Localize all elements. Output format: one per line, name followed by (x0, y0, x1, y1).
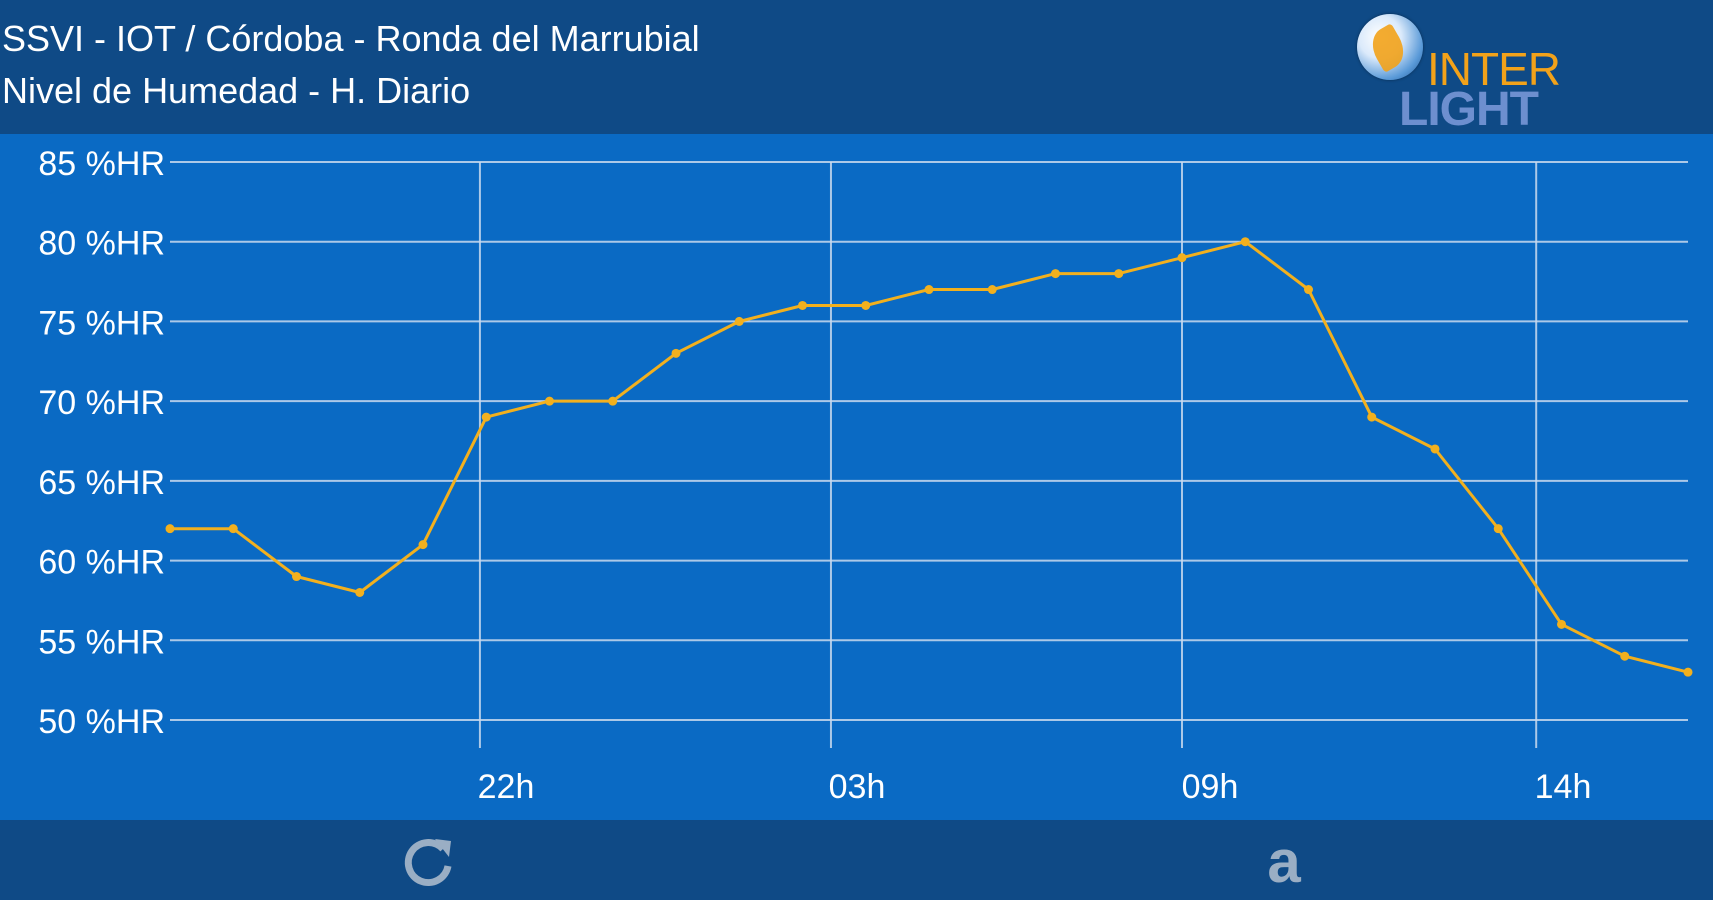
data-point (1304, 285, 1313, 295)
data-point (355, 587, 365, 597)
data-point (1683, 667, 1693, 677)
data-point (671, 348, 681, 358)
data-point (545, 396, 554, 406)
interlight-logo: INTER LIGHT (1355, 10, 1565, 136)
data-point (1557, 619, 1566, 629)
logo-text-inter: INTER (1427, 43, 1561, 95)
data-point (292, 572, 301, 582)
data-point (228, 524, 238, 534)
data-point (1177, 253, 1187, 263)
station-title: SSVI - IOT / Córdoba - Ronda del Marrubi… (2, 18, 700, 59)
x-tick-label: 03h (829, 768, 886, 806)
data-point (1367, 412, 1377, 422)
humidity-chart-area: 50 %HR 55 %HR 60 %HR 65 %HR 70 %HR 75 %HR 80 %… (0, 134, 1713, 820)
data-point (1493, 524, 1503, 534)
a-button[interactable]: a (1249, 830, 1319, 894)
bottom-toolbar: a (0, 820, 1713, 900)
header-bar: SSVI - IOT / Córdoba - Ronda del Marrubi… (0, 0, 1713, 136)
a-button-label: a (1267, 828, 1301, 895)
data-point (734, 316, 744, 326)
humidity-chart: 50 %HR 55 %HR 60 %HR 65 %HR 70 %HR 75 %HR 80 %… (38, 145, 1693, 806)
data-point (987, 285, 997, 295)
x-tick-label: 22h (478, 768, 535, 806)
y-tick-label: 60 %HR (38, 544, 165, 582)
y-tick-label: 50 %HR (38, 703, 165, 741)
data-point (1620, 651, 1630, 661)
y-tick-label: 70 %HR (38, 384, 165, 422)
data-point (1051, 269, 1060, 279)
data-point (1430, 444, 1440, 454)
data-point (861, 300, 871, 310)
data-point (481, 412, 491, 422)
data-point (1240, 237, 1250, 247)
data-point (165, 524, 175, 534)
logo-text-light: LIGHT (1399, 83, 1539, 136)
data-point (608, 396, 618, 406)
refresh-button[interactable] (393, 830, 463, 894)
y-tick-label: 85 %HR (38, 145, 165, 183)
refresh-icon (404, 839, 452, 886)
y-tick-label: 55 %HR (38, 623, 165, 661)
y-tick-label: 80 %HR (38, 225, 165, 263)
data-point (924, 285, 934, 295)
y-tick-label: 75 %HR (38, 304, 165, 342)
x-tick-label: 14h (1535, 768, 1592, 806)
data-point (1114, 269, 1124, 279)
chart-subtitle: Nivel de Humedad - H. Diario (2, 70, 471, 111)
humidity-series-line (170, 240, 1689, 674)
data-point (418, 540, 428, 550)
y-tick-label: 65 %HR (38, 464, 165, 502)
x-tick-label: 09h (1182, 768, 1239, 806)
data-point (798, 300, 807, 310)
